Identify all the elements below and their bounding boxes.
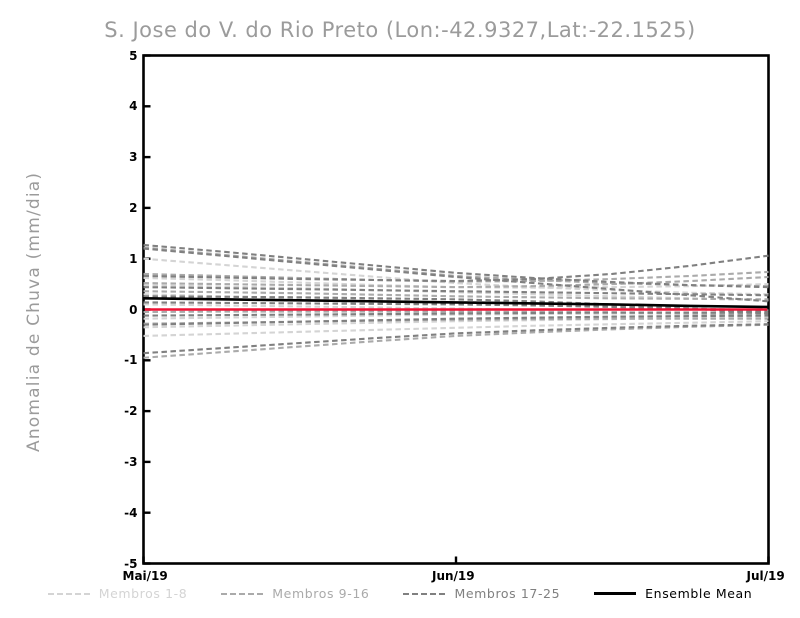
y-axis-tick-label: 3 [129, 150, 138, 165]
ensemble-mean-line [143, 297, 769, 309]
member-line [143, 323, 769, 359]
legend-label: Membros 17-25 [454, 586, 561, 601]
y-axis-tick-label: -4 [124, 505, 138, 520]
member-line [143, 295, 769, 315]
member-line [143, 257, 769, 296]
x-axis-tick-label: Mai/19 [122, 568, 168, 583]
member-line [143, 254, 769, 283]
y-axis-tick-label: 1 [129, 251, 138, 266]
member-line [143, 286, 769, 297]
member-line [143, 276, 769, 289]
member-line [143, 247, 769, 303]
x-axis-tick-label: Jun/19 [432, 568, 475, 583]
legend-label: Ensemble Mean [645, 586, 753, 601]
y-axis-tick-label: 5 [129, 48, 138, 63]
legend-entry[interactable]: Ensemble Mean [594, 586, 752, 601]
legend-swatch-icon [47, 592, 90, 595]
y-axis-tick-label: -2 [124, 404, 138, 419]
member-line [143, 312, 769, 320]
y-axis-tick-label: 2 [129, 200, 138, 215]
legend-label: Membros 1-8 [98, 586, 188, 601]
y-axis-tick-label: -3 [124, 454, 138, 469]
member-line [143, 284, 769, 302]
member-line [143, 316, 769, 329]
member-line [143, 303, 769, 318]
legend-entry[interactable]: Membros 9-16 [221, 586, 369, 601]
legend-swatch-icon [594, 591, 637, 596]
member-line [143, 314, 769, 326]
member-line [143, 310, 769, 316]
member-line [143, 323, 769, 355]
legend-swatch-icon [221, 592, 264, 595]
member-line [143, 301, 769, 313]
chart-title: S. Jose do V. do Rio Preto (Lon:-42.9327… [104, 18, 696, 42]
member-line [143, 290, 769, 301]
member-line [143, 311, 769, 317]
legend-label: Membros 9-16 [272, 586, 370, 601]
y-axis-tick-label: -1 [124, 353, 138, 368]
x-axis-tick-label: Jul/19 [746, 568, 785, 583]
legend-swatch-icon [403, 592, 446, 595]
legend-entry[interactable]: Membros 1-8 [47, 586, 188, 601]
chart-legend: Membros 1-8 Membros 9-16 Membros 17-25 Ense… [0, 586, 800, 601]
member-line [143, 243, 769, 289]
legend-entry[interactable]: Membros 17-25 [403, 586, 560, 601]
member-line [143, 270, 769, 283]
member-line [143, 320, 769, 337]
y-axis-tick-label: -5 [124, 556, 138, 571]
y-axis-label: Anomalia de Chuva (mm/dia) [24, 171, 44, 452]
y-axis-tick-label: 4 [129, 99, 138, 114]
member-line [143, 275, 769, 289]
y-axis-tick-label: 0 [129, 302, 138, 317]
